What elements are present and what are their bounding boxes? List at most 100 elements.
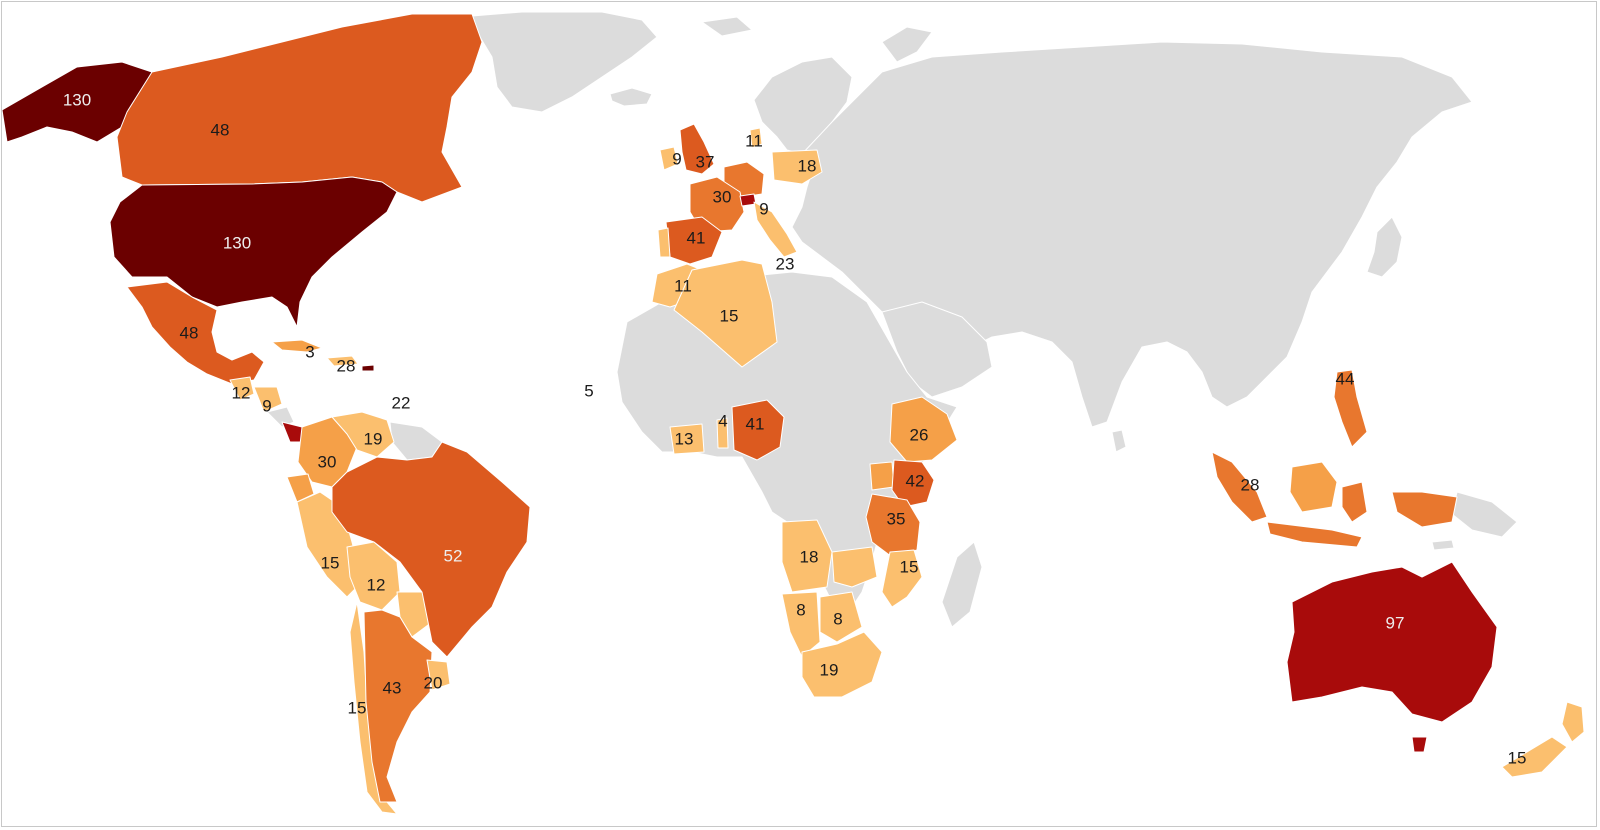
label-venezuela: 19	[364, 430, 383, 449]
value-labels: 130 48 130 48 3 28 12 9 22 5 30 19 15 12…	[63, 91, 1527, 768]
label-angola: 18	[800, 548, 819, 567]
label-cape-verde: 5	[584, 382, 593, 401]
region-scandinavia[interactable]	[753, 56, 853, 155]
label-denmark: 11	[745, 132, 763, 151]
label-mozambique: 15	[900, 558, 919, 577]
label-alaska: 130	[63, 91, 91, 110]
label-ethiopia: 26	[910, 426, 929, 445]
label-new-zealand: 15	[1508, 749, 1527, 768]
region-madagascar[interactable]	[941, 541, 983, 628]
label-south-africa: 19	[820, 661, 839, 680]
label-uruguay: 20	[424, 674, 443, 693]
label-uk: 37	[696, 153, 715, 172]
country-poland[interactable]	[771, 149, 823, 185]
country-guatemala[interactable]	[229, 376, 255, 401]
label-usa: 130	[223, 234, 251, 253]
label-indonesia: 28	[1241, 476, 1260, 495]
label-guatemala: 12	[232, 384, 251, 403]
country-kenya[interactable]	[891, 459, 935, 508]
label-canada: 48	[211, 121, 230, 140]
label-france: 30	[713, 188, 732, 207]
label-bolivia: 12	[367, 576, 386, 595]
country-usa[interactable]	[109, 176, 398, 328]
country-botswana[interactable]	[819, 591, 863, 643]
country-algeria[interactable]	[673, 259, 778, 368]
label-cuba: 3	[305, 343, 314, 362]
country-new-zealand-south[interactable]	[1501, 736, 1568, 778]
country-indonesia-sulawesi[interactable]	[1341, 481, 1368, 523]
region-iceland[interactable]	[609, 87, 653, 107]
label-tanzania: 35	[887, 510, 906, 529]
country-ireland[interactable]	[659, 146, 679, 171]
label-colombia: 30	[318, 453, 337, 472]
label-ivory-coast: 13	[675, 430, 694, 449]
country-togo[interactable]	[716, 417, 729, 449]
country-australia[interactable]	[1286, 561, 1498, 723]
country-indonesia-java[interactable]	[1266, 521, 1363, 548]
country-mozambique[interactable]	[881, 549, 923, 608]
country-uruguay[interactable]	[426, 659, 451, 691]
country-cuba[interactable]	[271, 339, 323, 353]
region-png[interactable]	[1451, 491, 1518, 538]
label-nigeria: 41	[746, 415, 765, 434]
country-switzerland[interactable]	[739, 193, 757, 207]
country-indonesia-sumatra[interactable]	[1211, 451, 1268, 523]
country-caribbean[interactable]	[326, 355, 359, 367]
label-argentina: 43	[383, 679, 402, 698]
label-italy-malta: 23	[776, 255, 795, 274]
label-poland: 18	[798, 157, 817, 176]
label-kenya: 42	[906, 472, 925, 491]
country-canada[interactable]	[116, 13, 483, 203]
country-italy[interactable]	[753, 201, 798, 258]
country-brazil[interactable]	[331, 441, 531, 658]
label-togo: 4	[718, 412, 727, 431]
country-ivory-coast[interactable]	[669, 423, 705, 455]
region-novaya-zemlya[interactable]	[881, 26, 933, 63]
label-australia: 97	[1386, 614, 1405, 633]
label-botswana: 8	[833, 610, 842, 629]
region-japan[interactable]	[1366, 216, 1403, 278]
label-honduras: 9	[262, 397, 271, 416]
country-mexico[interactable]	[126, 281, 265, 385]
country-indonesia-east[interactable]	[1391, 491, 1458, 528]
label-switzerland: 9	[759, 200, 768, 219]
country-portugal[interactable]	[657, 227, 671, 258]
data-countries	[2, 13, 1585, 815]
label-algeria: 15	[720, 307, 739, 326]
label-brazil: 52	[444, 547, 463, 566]
label-morocco: 11	[674, 277, 692, 296]
label-namibia: 8	[796, 601, 805, 620]
country-nigeria[interactable]	[731, 399, 785, 461]
country-venezuela[interactable]	[331, 411, 395, 458]
country-philippines[interactable]	[1333, 369, 1368, 448]
country-tasmania[interactable]	[1411, 736, 1428, 753]
country-angola[interactable]	[781, 519, 833, 593]
country-south-africa[interactable]	[801, 631, 883, 698]
region-sri-lanka[interactable]	[1111, 429, 1127, 453]
country-honduras[interactable]	[253, 386, 283, 413]
label-philippines: 44	[1336, 370, 1355, 389]
country-denmark[interactable]	[749, 127, 763, 149]
country-indonesia-borneo[interactable]	[1289, 461, 1338, 513]
label-mexico: 48	[180, 324, 199, 343]
label-spain: 41	[687, 229, 706, 248]
label-peru: 15	[321, 554, 340, 573]
region-east-timor[interactable]	[1431, 539, 1455, 551]
country-uk[interactable]	[679, 123, 715, 175]
label-chile: 15	[348, 699, 367, 718]
label-lesser-antilles: 22	[392, 394, 411, 413]
region-svalbard[interactable]	[701, 16, 753, 37]
country-argentina[interactable]	[363, 609, 433, 803]
country-dominican[interactable]	[361, 364, 375, 372]
country-zambia[interactable]	[831, 546, 878, 588]
country-new-zealand-north[interactable]	[1561, 701, 1585, 743]
country-uganda[interactable]	[869, 461, 895, 491]
region-greenland[interactable]	[471, 11, 658, 113]
country-ecuador[interactable]	[286, 473, 315, 503]
country-ethiopia[interactable]	[889, 396, 958, 463]
label-caribbean: 28	[337, 357, 356, 376]
label-ireland: 9	[672, 150, 681, 169]
region-nicaragua[interactable]	[266, 406, 295, 428]
